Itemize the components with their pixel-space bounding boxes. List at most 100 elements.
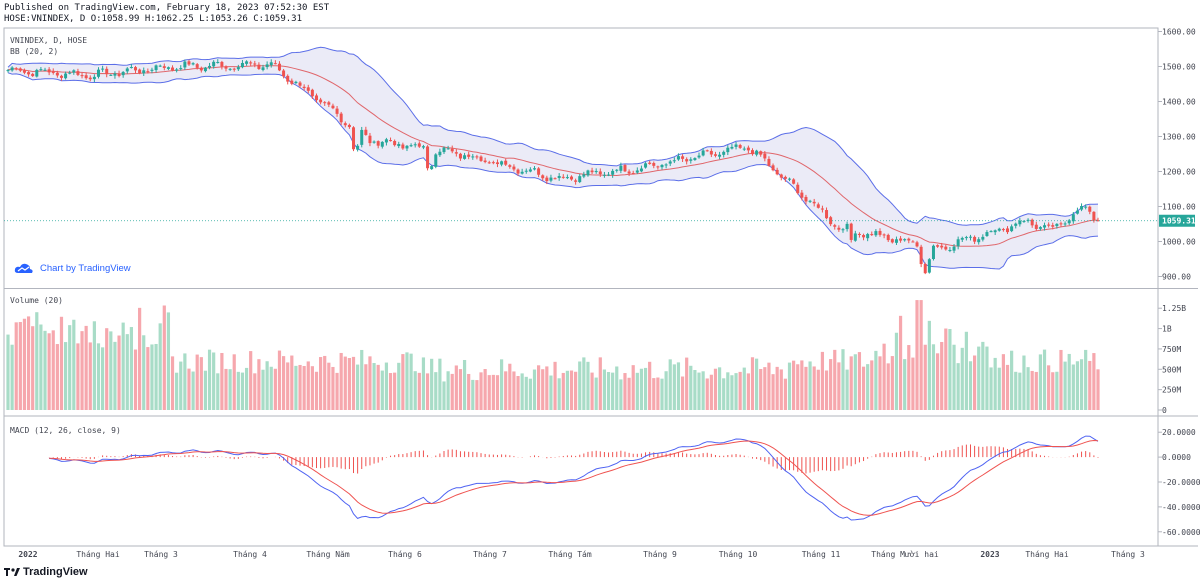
volume-bar xyxy=(1088,360,1092,410)
volume-bar xyxy=(532,369,537,410)
volume-bar xyxy=(84,325,88,410)
macd-pane-title[interactable]: MACD (12, 26, close, 9) xyxy=(10,426,121,435)
candle-body xyxy=(265,64,269,68)
volume-bar xyxy=(154,343,158,410)
published-line: Published on TradingView.com, February 1… xyxy=(4,3,330,13)
volume-bar xyxy=(1092,353,1096,410)
candle-body xyxy=(228,68,232,70)
candle-body xyxy=(648,162,652,164)
volume-bar xyxy=(72,319,76,410)
candle-body xyxy=(1001,229,1005,231)
candle-body xyxy=(532,168,536,170)
candle-body xyxy=(463,155,467,159)
volume-bar xyxy=(364,364,368,410)
candle-body xyxy=(257,64,261,69)
volume-bar xyxy=(372,363,376,410)
macd-tick-label: -60.0000 xyxy=(1162,528,1200,537)
volume-bar xyxy=(281,356,286,410)
volume-bar xyxy=(656,377,660,410)
candle-body xyxy=(356,145,360,150)
candle-body xyxy=(1067,220,1071,224)
volume-bar xyxy=(878,356,882,410)
volume-bar xyxy=(968,361,973,410)
volume-bar xyxy=(890,356,894,410)
volume-bar xyxy=(697,372,701,410)
candle-body xyxy=(158,65,162,67)
price-tick-label: 900.00 xyxy=(1162,273,1191,282)
volume-bar xyxy=(1047,365,1051,410)
volume-bar xyxy=(837,362,841,410)
candle-body xyxy=(652,163,656,166)
volume-bar xyxy=(615,366,619,410)
signal-line xyxy=(49,439,1099,516)
candle-body xyxy=(1047,224,1051,226)
volume-bar xyxy=(26,316,31,410)
volume-bar xyxy=(755,358,759,410)
volume-bar xyxy=(331,366,335,410)
candle-body xyxy=(269,62,273,66)
volume-bar xyxy=(68,325,72,410)
candle-body xyxy=(331,105,335,109)
last-price-badge xyxy=(1159,214,1195,227)
candle-body xyxy=(504,160,508,165)
candle-body xyxy=(208,65,212,68)
candle-body xyxy=(203,67,207,72)
candle-body xyxy=(755,150,759,155)
candle-body xyxy=(537,168,541,175)
volume-bar xyxy=(574,371,578,410)
watermark-text: Chart by TradingView xyxy=(40,262,131,274)
watermark[interactable]: Chart by TradingView xyxy=(14,262,131,274)
candle-body xyxy=(919,246,923,265)
bb-indicator-title[interactable]: BB (20, 2) xyxy=(10,47,59,56)
volume-bar xyxy=(76,343,80,410)
candle-body xyxy=(6,70,10,72)
candle-body xyxy=(55,72,59,76)
candle-body xyxy=(664,164,668,166)
candle-body xyxy=(1030,219,1034,226)
chart-canvas[interactable]: 1600.00 1500.00 1400.00 1300.00 1200.00 1100.… xyxy=(0,0,1200,566)
candle-body xyxy=(171,67,175,71)
volume-bar xyxy=(388,373,393,410)
volume-bar xyxy=(829,359,833,410)
volume-pane-title[interactable]: Volume (20) xyxy=(10,296,63,305)
volume-bar xyxy=(327,362,331,410)
candle-body xyxy=(323,102,327,104)
volume-bar xyxy=(302,366,306,410)
candle-body xyxy=(915,242,919,247)
bb-lower-band xyxy=(7,72,1099,270)
volume-bar xyxy=(1042,349,1047,410)
candle-body xyxy=(35,69,39,77)
candle-body xyxy=(306,87,310,91)
candle-body xyxy=(508,165,512,167)
candle-body xyxy=(47,69,51,73)
volume-bar xyxy=(635,372,639,410)
volume-bar xyxy=(565,370,569,410)
candle-body xyxy=(779,174,783,178)
candle-body xyxy=(841,229,845,231)
candle-body xyxy=(993,230,997,233)
volume-bar xyxy=(1067,353,1071,410)
candle-body xyxy=(434,154,438,167)
candle-body xyxy=(981,236,985,240)
candle-body xyxy=(389,140,393,142)
candle-body xyxy=(1010,226,1014,232)
candle-body xyxy=(516,169,520,174)
volume-bar xyxy=(442,381,446,410)
volume-bar xyxy=(179,361,183,410)
volume-bar xyxy=(693,370,697,410)
candle-body xyxy=(989,231,993,233)
candle-body xyxy=(72,70,76,73)
volume-bar xyxy=(911,357,915,410)
volume-bar xyxy=(170,356,175,410)
volume-bar xyxy=(240,372,245,410)
volume-bar xyxy=(14,322,18,410)
candle-body xyxy=(1038,227,1042,229)
volume-bar xyxy=(405,352,409,410)
candle-body xyxy=(430,166,434,170)
volume-bar xyxy=(779,369,783,410)
candle-body xyxy=(553,178,557,180)
volume-bar xyxy=(952,344,956,410)
candle-body xyxy=(771,165,775,171)
volume-bar xyxy=(421,357,426,410)
candle-body xyxy=(14,68,18,70)
